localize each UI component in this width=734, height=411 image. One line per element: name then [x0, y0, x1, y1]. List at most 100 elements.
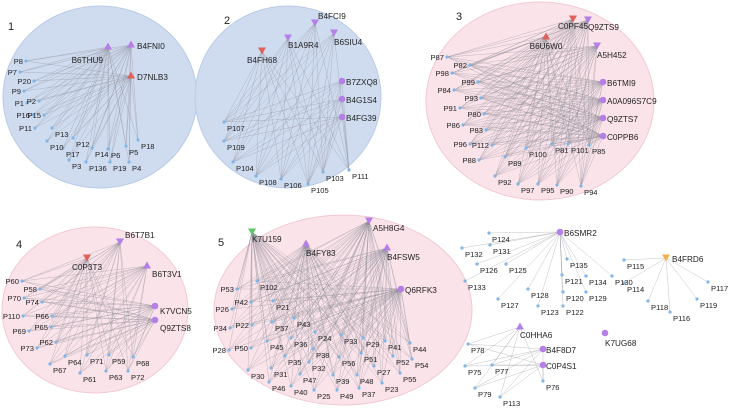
protein-node[interactable]	[556, 228, 564, 236]
peptide-node[interactable]	[565, 257, 569, 261]
peptide-node[interactable]	[476, 80, 480, 84]
peptide-node[interactable]	[84, 160, 88, 164]
peptide-node[interactable]	[584, 290, 588, 294]
peptide-node[interactable]	[359, 351, 363, 355]
peptide-node[interactable]	[298, 372, 302, 376]
peptide-node[interactable]	[235, 287, 239, 291]
peptide-node[interactable]	[463, 279, 467, 283]
protein-node[interactable]	[569, 15, 577, 23]
peptide-node[interactable]	[61, 146, 65, 150]
protein-node[interactable]	[601, 329, 609, 337]
peptide-node[interactable]	[622, 258, 626, 262]
peptide-node[interactable]	[38, 287, 42, 291]
peptide-node[interactable]	[458, 106, 462, 110]
peptide-node[interactable]	[450, 71, 454, 75]
peptide-node[interactable]	[21, 314, 25, 318]
peptide-node[interactable]	[42, 113, 46, 117]
protein-node[interactable]	[104, 42, 112, 50]
peptide-node[interactable]	[22, 296, 26, 300]
peptide-node[interactable]	[289, 384, 293, 388]
protein-node[interactable]	[311, 19, 319, 27]
peptide-node[interactable]	[228, 326, 232, 330]
peptide-node[interactable]	[561, 304, 565, 308]
peptide-node[interactable]	[516, 182, 520, 186]
peptide-node[interactable]	[555, 183, 559, 187]
peptide-node[interactable]	[361, 336, 365, 340]
protein-node[interactable]	[302, 239, 310, 247]
peptide-node[interactable]	[331, 373, 335, 377]
peptide-node[interactable]	[479, 96, 483, 100]
peptide-node[interactable]	[289, 336, 293, 340]
peptide-node[interactable]	[524, 146, 528, 150]
peptide-node[interactable]	[227, 348, 231, 352]
peptide-node[interactable]	[246, 368, 250, 372]
peptide-node[interactable]	[231, 160, 235, 164]
peptide-node[interactable]	[355, 373, 359, 377]
peptide-node[interactable]	[104, 369, 108, 373]
peptide-node[interactable]	[391, 354, 395, 358]
peptide-node[interactable]	[496, 297, 500, 301]
peptide-node[interactable]	[561, 290, 565, 294]
protein-node[interactable]	[593, 42, 601, 50]
peptide-node[interactable]	[78, 371, 82, 375]
peptide-node[interactable]	[473, 386, 477, 390]
peptide-node[interactable]	[410, 357, 414, 361]
protein-node[interactable]	[599, 96, 607, 104]
peptide-node[interactable]	[126, 369, 130, 373]
peptide-node[interactable]	[468, 142, 472, 146]
protein-node[interactable]	[599, 78, 607, 86]
peptide-node[interactable]	[313, 330, 317, 334]
protein-node[interactable]	[539, 345, 547, 353]
peptide-node[interactable]	[566, 142, 570, 146]
peptide-node[interactable]	[45, 139, 49, 143]
peptide-node[interactable]	[408, 341, 412, 345]
peptide-node[interactable]	[335, 388, 339, 392]
peptide-node[interactable]	[49, 325, 53, 329]
peptide-node[interactable]	[283, 354, 287, 358]
peptide-node[interactable]	[484, 128, 488, 132]
protein-node[interactable]	[248, 228, 256, 236]
protein-node[interactable]	[539, 361, 547, 369]
peptide-node[interactable]	[526, 287, 530, 291]
peptide-node[interactable]	[32, 79, 36, 83]
peptide-node[interactable]	[267, 380, 271, 384]
peptide-node[interactable]	[550, 142, 554, 146]
peptide-node[interactable]	[482, 112, 486, 116]
protein-node[interactable]	[127, 71, 135, 79]
peptide-node[interactable]	[488, 243, 492, 247]
peptide-node[interactable]	[271, 299, 275, 303]
peptide-node[interactable]	[108, 160, 112, 164]
peptide-node[interactable]	[311, 347, 315, 351]
peptide-node[interactable]	[50, 126, 54, 130]
peptide-node[interactable]	[487, 231, 491, 235]
protein-node[interactable]	[542, 32, 550, 40]
protein-node[interactable]	[338, 77, 346, 85]
peptide-node[interactable]	[468, 63, 472, 67]
protein-node[interactable]	[584, 16, 592, 24]
peptide-node[interactable]	[48, 362, 52, 366]
peptide-node[interactable]	[40, 300, 44, 304]
peptide-node[interactable]	[380, 381, 384, 385]
peptide-node[interactable]	[31, 113, 35, 117]
protein-node[interactable]	[338, 113, 346, 121]
peptide-node[interactable]	[33, 126, 37, 130]
protein-node[interactable]	[383, 243, 391, 251]
peptide-node[interactable]	[695, 297, 699, 301]
peptide-node[interactable]	[24, 59, 28, 63]
peptide-node[interactable]	[622, 281, 626, 285]
peptide-node[interactable]	[398, 371, 402, 375]
peptide-node[interactable]	[71, 136, 75, 140]
peptide-node[interactable]	[383, 339, 387, 343]
peptide-node[interactable]	[270, 320, 274, 324]
protein-node[interactable]	[127, 40, 135, 48]
peptide-node[interactable]	[579, 184, 583, 188]
peptide-node[interactable]	[25, 101, 29, 105]
peptide-node[interactable]	[18, 70, 22, 74]
peptide-node[interactable]	[249, 300, 253, 304]
peptide-node[interactable]	[63, 354, 67, 358]
peptide-node[interactable]	[222, 120, 226, 124]
peptide-node[interactable]	[37, 99, 41, 103]
peptide-node[interactable]	[587, 143, 591, 147]
peptide-node[interactable]	[20, 279, 24, 283]
peptide-node[interactable]	[265, 339, 269, 343]
